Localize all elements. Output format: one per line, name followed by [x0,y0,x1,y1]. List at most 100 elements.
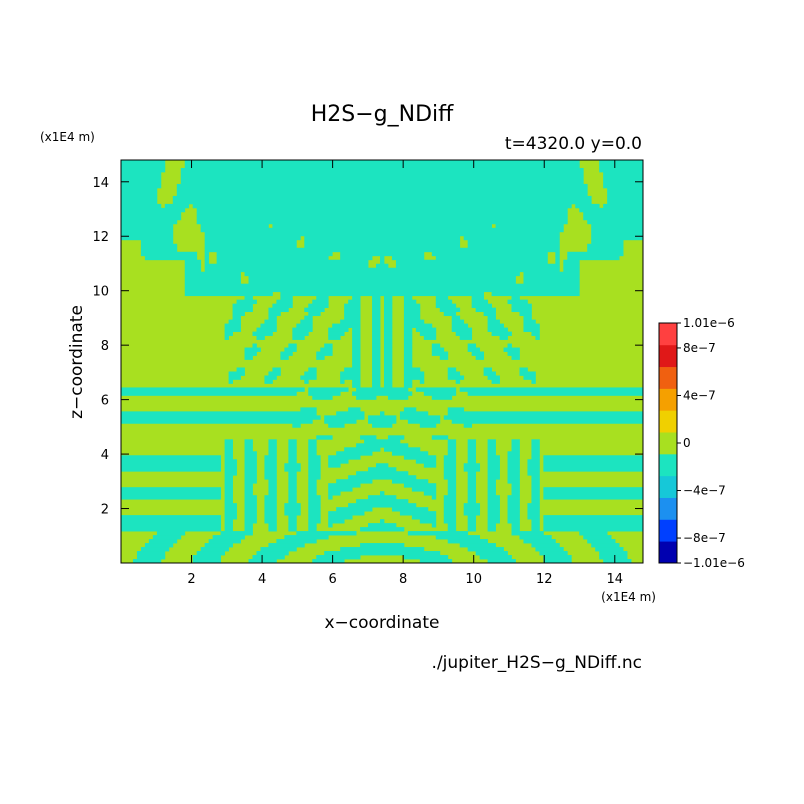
heatmap-cell [308,511,321,516]
heatmap-cell [352,343,361,348]
heatmap-cell [292,423,301,428]
heatmap-cell [443,415,644,420]
heatmap-cell [431,523,437,528]
heatmap-cell [415,459,437,464]
heatmap-cell [391,255,425,261]
heatmap-cell [121,183,162,189]
heatmap-cell [204,247,560,253]
heatmap-cell [471,351,485,356]
heatmap-cell [399,411,429,416]
heatmap-cell [372,307,381,313]
heatmap-cell [487,507,500,512]
heatmap-cell [224,331,233,336]
heatmap-cell [308,463,321,468]
heatmap-cell [523,271,580,277]
heatmap-cell [443,455,457,460]
heatmap-cell [192,559,222,564]
heatmap-cell [403,407,417,412]
plot-frame [120,159,644,564]
heatmap-cell [391,507,429,512]
heatmap-cell [224,487,233,492]
heatmap-cell [140,247,178,253]
heatmap-cell [288,343,297,348]
heatmap-cell [607,195,644,201]
heatmap-cell [383,379,393,384]
heatmap-cell [121,187,158,193]
x-tick-label: 2 [187,572,195,587]
heatmap-cell [121,467,222,472]
heatmap-cell [121,203,162,209]
heatmap-cell [499,335,508,340]
heatmap-cell [467,471,477,476]
heatmap-cell [252,555,285,560]
heatmap-cell [268,451,277,456]
heatmap-cell [360,435,377,440]
heatmap-cell [383,331,393,336]
heatmap-cell [184,287,580,293]
heatmap-cell [340,371,361,376]
heatmap-cell [543,559,572,564]
heatmap-cell [308,475,321,480]
heatmap-cell [121,163,166,169]
heatmap-cell [260,323,277,328]
heatmap-cell [403,311,421,317]
heatmap-cell [244,447,253,452]
heatmap-cell [527,459,540,464]
heatmap-cell [603,203,644,209]
heatmap-cell [443,503,457,508]
heatmap-cell [403,335,413,340]
heatmap-cell [200,547,229,552]
heatmap-cell [280,355,289,360]
heatmap-cell [121,391,297,396]
heatmap-cell [204,255,210,261]
x-tick-label: 10 [465,572,482,587]
heatmap-cell [244,455,257,460]
heatmap-cell [467,547,504,552]
heatmap-cell [121,523,222,528]
heatmap-cell [372,303,381,309]
heatmap-cell [523,315,532,320]
heatmap-cell [487,523,496,528]
heatmap-cell [264,495,277,500]
heatmap-cell [467,451,477,456]
heatmap-cell [196,551,225,556]
heatmap-cell [308,459,321,464]
heatmap-cell [288,491,297,496]
heatmap-cell [607,187,644,193]
heatmap-cell [192,203,572,209]
heatmap-cell [463,423,473,428]
heatmap-cell [144,543,174,548]
heatmap-cell [264,467,277,472]
heatmap-cell [204,259,210,265]
heatmap-cell [587,243,624,249]
heatmap-cell [121,455,222,460]
heatmap-cell [344,307,361,313]
heatmap-cell [292,335,305,340]
heatmap-cell [256,327,277,332]
heatmap-cell [232,311,245,317]
heatmap-cell [439,355,449,360]
heatmap-cell [403,383,413,388]
heatmap-cell [599,167,644,173]
heatmap-cell [447,411,644,416]
heatmap-cell [176,191,588,197]
heatmap-cell [523,275,580,281]
heatmap-cell [531,483,540,488]
heatmap-cell [487,511,500,516]
heatmap-cell [511,483,520,488]
heatmap-cell [403,379,413,384]
heatmap-cell [487,483,496,488]
heatmap-cell [523,375,536,380]
heatmap-cell [383,299,393,305]
heatmap-cell [184,291,273,297]
heatmap-cell [132,559,162,564]
heatmap-cell [204,235,301,241]
heatmap-cell [312,395,333,400]
heatmap-cell [543,519,644,524]
heatmap-cell [463,467,481,472]
heatmap-cell [543,463,644,468]
heatmap-cell [443,511,457,516]
heatmap-cell [280,291,485,297]
heatmap-cell [312,559,345,564]
